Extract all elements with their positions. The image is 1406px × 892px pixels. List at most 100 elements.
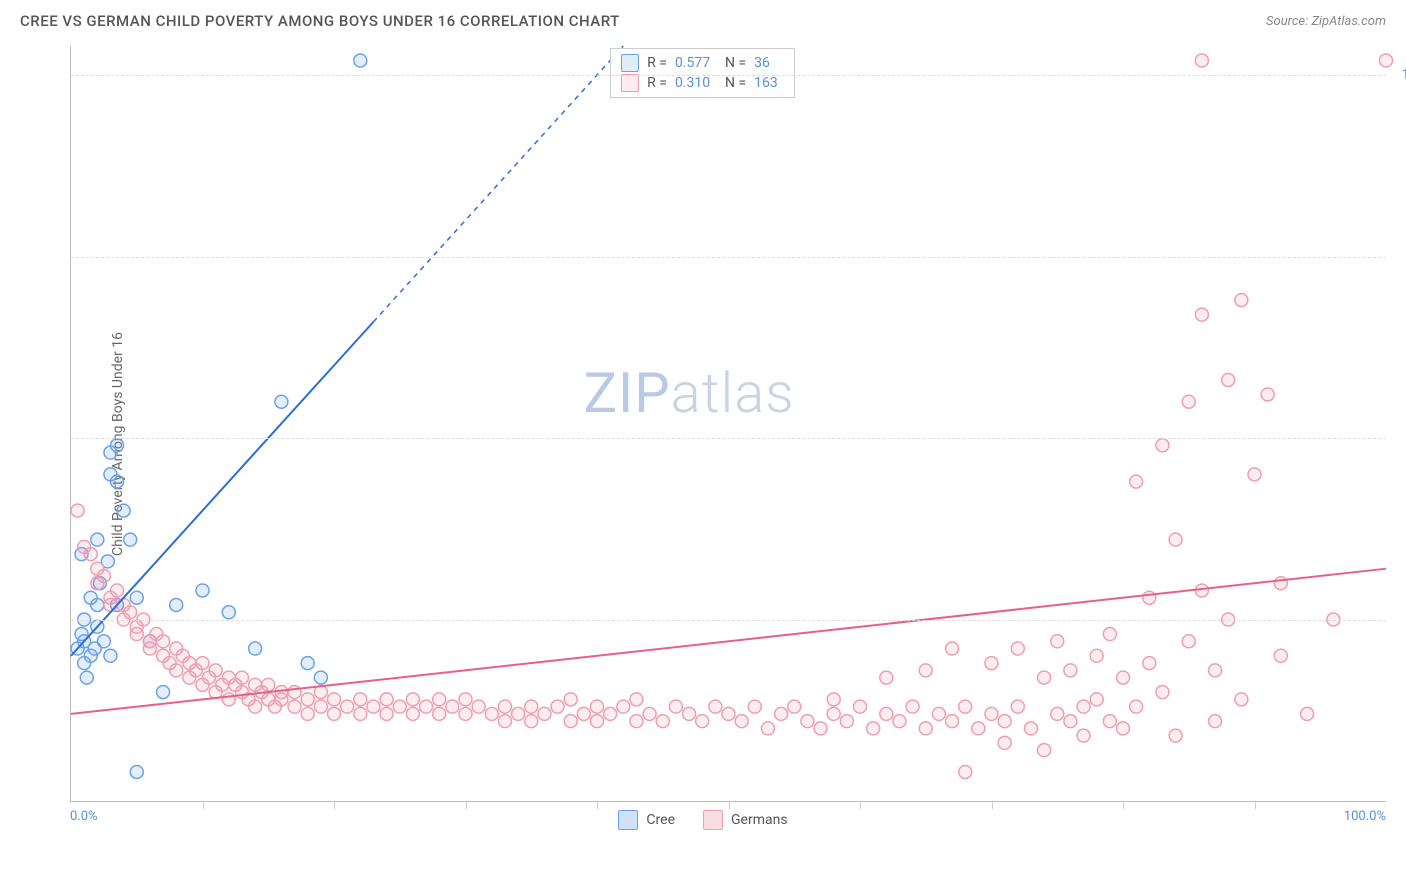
r-value: 0.577	[675, 55, 717, 71]
data-point	[1090, 693, 1103, 706]
data-point	[696, 715, 709, 728]
data-point	[459, 707, 472, 720]
gridline-h	[71, 438, 1386, 439]
data-point	[301, 707, 314, 720]
n-label: N =	[725, 55, 746, 71]
data-point	[1274, 649, 1287, 662]
data-point	[446, 700, 459, 713]
data-point	[1011, 700, 1024, 713]
data-point	[130, 765, 143, 778]
x-minor-tick	[597, 801, 598, 809]
data-point	[91, 533, 104, 546]
data-point	[157, 635, 170, 648]
x-minor-tick	[1255, 801, 1256, 809]
data-point	[604, 707, 617, 720]
data-point	[643, 707, 656, 720]
data-point	[124, 533, 137, 546]
bottom-legend: CreeGermans	[20, 810, 1386, 830]
data-point	[472, 700, 485, 713]
data-point	[354, 707, 367, 720]
data-point	[1143, 657, 1156, 670]
data-point	[946, 642, 959, 655]
data-point	[104, 598, 117, 611]
data-point	[1274, 577, 1287, 590]
data-point	[380, 693, 393, 706]
data-point	[288, 700, 301, 713]
data-point	[275, 693, 288, 706]
data-point	[893, 715, 906, 728]
data-point	[722, 707, 735, 720]
data-point	[111, 584, 124, 597]
data-point	[512, 707, 525, 720]
data-point	[1077, 700, 1090, 713]
data-point	[525, 700, 538, 713]
data-point	[880, 671, 893, 684]
data-point	[288, 686, 301, 699]
data-point	[1301, 707, 1314, 720]
data-point	[1156, 686, 1169, 699]
gridline-h	[71, 75, 1386, 76]
legend-item: Germans	[703, 810, 788, 830]
data-point	[170, 664, 183, 677]
data-point	[328, 693, 341, 706]
data-point	[709, 700, 722, 713]
gridline-h	[71, 257, 1386, 258]
chart-container: Child Poverty Among Boys Under 16 ZIPatl…	[20, 46, 1386, 842]
data-point	[1195, 54, 1208, 67]
data-point	[1117, 722, 1130, 735]
legend-swatch	[703, 810, 723, 830]
data-point	[104, 649, 117, 662]
data-point	[1051, 635, 1064, 648]
data-point	[1156, 439, 1169, 452]
data-point	[748, 700, 761, 713]
data-point	[393, 700, 406, 713]
data-point	[111, 475, 124, 488]
data-point	[222, 606, 235, 619]
data-point	[1182, 635, 1195, 648]
data-point	[880, 707, 893, 720]
data-point	[867, 722, 880, 735]
data-point	[97, 635, 110, 648]
data-point	[235, 671, 248, 684]
series-swatch	[621, 74, 639, 92]
x-minor-tick	[860, 801, 861, 809]
data-point	[959, 700, 972, 713]
data-point	[1209, 664, 1222, 677]
y-tick-label: 25.0%	[1392, 612, 1406, 627]
data-point	[1209, 715, 1222, 728]
data-point	[124, 606, 137, 619]
data-point	[354, 54, 367, 67]
data-point	[80, 671, 93, 684]
data-point	[433, 693, 446, 706]
data-point	[1130, 475, 1143, 488]
data-point	[591, 700, 604, 713]
data-point	[262, 678, 275, 691]
y-tick-label: 100.0%	[1392, 68, 1406, 83]
data-point	[998, 736, 1011, 749]
data-point	[1090, 649, 1103, 662]
data-point	[354, 693, 367, 706]
data-point	[406, 707, 419, 720]
data-point	[985, 657, 998, 670]
data-point	[222, 693, 235, 706]
data-point	[1169, 533, 1182, 546]
n-label: N =	[725, 75, 746, 91]
data-point	[1248, 468, 1261, 481]
data-point	[1038, 744, 1051, 757]
data-point	[130, 591, 143, 604]
r-value: 0.310	[675, 75, 717, 91]
data-point	[564, 715, 577, 728]
x-minor-tick	[203, 801, 204, 809]
data-point	[683, 707, 696, 720]
data-point	[170, 598, 183, 611]
data-point	[932, 707, 945, 720]
data-point	[1038, 671, 1051, 684]
data-point	[1077, 729, 1090, 742]
data-point	[301, 657, 314, 670]
data-point	[525, 715, 538, 728]
data-point	[775, 707, 788, 720]
data-point	[459, 693, 472, 706]
data-point	[1064, 664, 1077, 677]
n-value: 36	[754, 55, 784, 71]
data-point	[1024, 722, 1037, 735]
